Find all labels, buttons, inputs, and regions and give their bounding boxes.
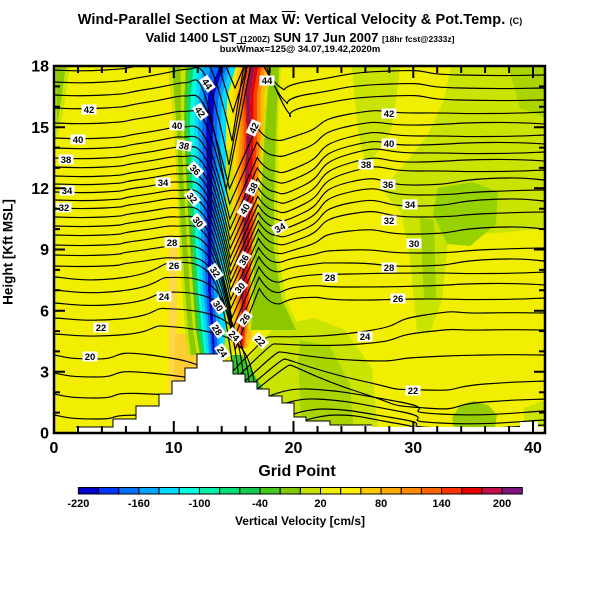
- svg-text:3: 3: [40, 365, 49, 382]
- svg-text:200: 200: [493, 498, 511, 510]
- svg-text:28: 28: [384, 263, 395, 274]
- svg-text:36: 36: [383, 180, 394, 191]
- svg-text:34: 34: [62, 186, 73, 197]
- svg-text:30: 30: [409, 239, 420, 250]
- svg-text:18: 18: [31, 59, 49, 76]
- svg-text:6: 6: [40, 303, 49, 320]
- svg-text:36: 36: [237, 253, 252, 268]
- svg-text:38: 38: [61, 155, 72, 166]
- svg-text:30: 30: [404, 440, 422, 457]
- svg-text:40: 40: [524, 440, 542, 457]
- svg-text:22: 22: [408, 386, 419, 397]
- svg-text:38: 38: [178, 140, 190, 153]
- svg-text:40: 40: [172, 121, 183, 132]
- svg-text:0: 0: [50, 440, 59, 457]
- svg-text:15: 15: [31, 120, 49, 137]
- svg-text:42: 42: [247, 121, 261, 135]
- svg-text:34: 34: [158, 178, 169, 189]
- svg-text:40: 40: [238, 202, 253, 217]
- svg-text:32: 32: [384, 216, 395, 227]
- svg-text:44: 44: [262, 76, 273, 87]
- svg-text:30: 30: [210, 299, 225, 314]
- svg-text:38: 38: [246, 181, 260, 195]
- svg-text:26: 26: [393, 294, 404, 305]
- svg-text:-160: -160: [128, 498, 150, 510]
- svg-text:9: 9: [40, 242, 49, 259]
- svg-text:-220: -220: [67, 498, 89, 510]
- svg-text:38: 38: [361, 160, 372, 171]
- svg-text:-100: -100: [188, 498, 210, 510]
- svg-text:140: 140: [432, 498, 450, 510]
- svg-text:28: 28: [167, 238, 178, 249]
- svg-text:28: 28: [209, 323, 224, 338]
- svg-text:20: 20: [85, 352, 96, 363]
- svg-text:32: 32: [59, 203, 70, 214]
- svg-text:24: 24: [159, 292, 170, 303]
- svg-text:32: 32: [207, 265, 222, 280]
- svg-text:20: 20: [285, 440, 303, 457]
- svg-text:Grid Point: Grid Point: [258, 463, 336, 480]
- svg-text:Height [Kft MSL]: Height [Kft MSL]: [1, 199, 16, 305]
- svg-text:28: 28: [325, 273, 336, 284]
- svg-text:22: 22: [96, 323, 107, 334]
- svg-text:Vertical Velocity [cm/s]: Vertical Velocity [cm/s]: [235, 514, 365, 528]
- svg-text:34: 34: [405, 200, 416, 211]
- svg-text:10: 10: [165, 440, 183, 457]
- svg-text:42: 42: [84, 105, 95, 116]
- svg-text:-40: -40: [252, 498, 268, 510]
- svg-text:80: 80: [375, 498, 387, 510]
- svg-text:42: 42: [192, 105, 207, 120]
- svg-text:40: 40: [73, 135, 84, 146]
- svg-text:20: 20: [314, 498, 326, 510]
- svg-text:24: 24: [360, 332, 371, 343]
- svg-text:42: 42: [384, 109, 395, 120]
- svg-text:0: 0: [40, 426, 49, 443]
- svg-text:12: 12: [31, 181, 49, 198]
- svg-text:40: 40: [384, 139, 395, 150]
- svg-text:26: 26: [169, 261, 180, 272]
